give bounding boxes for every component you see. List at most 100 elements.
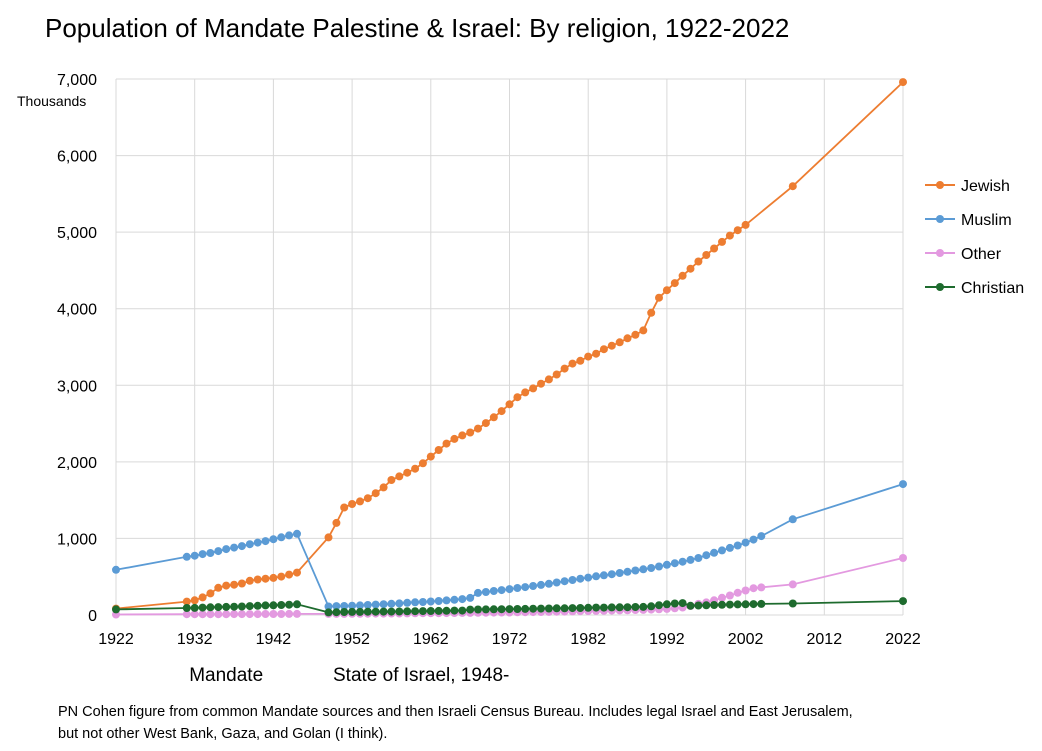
data-point-other	[757, 583, 766, 592]
data-point-other	[222, 610, 231, 619]
data-point-other	[293, 609, 301, 618]
legend-marker-other	[936, 249, 944, 257]
data-point-muslim	[214, 547, 223, 556]
data-point-muslim	[348, 601, 357, 610]
data-point-christian	[537, 604, 545, 613]
data-point-muslim	[599, 571, 608, 580]
data-point-christian	[245, 602, 254, 611]
data-point-muslim	[481, 588, 490, 596]
legend-label-other: Other	[961, 246, 1002, 263]
data-point-christian	[363, 607, 372, 616]
data-point-jewish	[458, 431, 467, 440]
y-tick-label: 2,000	[57, 455, 97, 472]
data-point-other	[190, 610, 199, 619]
data-point-christian	[269, 601, 278, 610]
data-point-other	[198, 610, 207, 619]
data-point-jewish	[615, 338, 624, 347]
data-point-christian	[615, 603, 624, 612]
data-point-muslim	[182, 552, 191, 561]
data-point-jewish	[513, 393, 522, 402]
data-point-other	[749, 584, 758, 593]
data-point-jewish	[718, 237, 726, 246]
data-point-jewish	[434, 446, 443, 454]
data-point-christian	[631, 603, 640, 611]
data-point-jewish	[411, 464, 420, 473]
legend-marker-jewish	[936, 181, 944, 189]
data-point-muslim	[269, 535, 278, 544]
note-line-1: PN Cohen figure from common Mandate sour…	[58, 704, 853, 720]
data-point-jewish	[733, 226, 742, 235]
grid	[115, 78, 904, 616]
data-point-jewish	[230, 580, 239, 589]
data-point-christian	[403, 607, 412, 616]
data-point-muslim	[285, 531, 294, 540]
data-point-christian	[497, 605, 506, 614]
data-point-muslim	[560, 577, 569, 586]
data-point-christian	[702, 601, 711, 610]
data-point-muslim	[607, 570, 616, 579]
data-point-muslim	[403, 598, 412, 607]
data-point-christian	[694, 601, 703, 610]
data-point-jewish	[670, 279, 679, 288]
data-point-muslim	[293, 529, 301, 538]
y-tick-label: 0	[88, 608, 97, 625]
data-point-christian	[442, 606, 451, 615]
data-point-christian	[623, 603, 632, 612]
data-point-muslim	[694, 554, 703, 562]
y-tick-label: 1,000	[57, 531, 97, 548]
data-point-jewish	[387, 476, 396, 484]
x-tick-label: 1982	[570, 631, 606, 648]
era-label: Mandate	[189, 665, 263, 686]
legend-label-muslim: Muslim	[961, 212, 1012, 229]
data-point-christian	[222, 602, 231, 611]
data-point-christian	[434, 606, 443, 615]
legend: Jewish Muslim Other Christian	[925, 178, 1024, 297]
data-point-muslim	[655, 562, 663, 571]
data-point-christian	[655, 601, 663, 610]
data-point-other	[718, 593, 726, 602]
data-point-jewish	[371, 489, 380, 498]
y-unit-label: Thousands	[17, 93, 86, 109]
data-point-christian	[592, 603, 601, 612]
data-point-muslim	[623, 567, 632, 576]
data-point-christian	[599, 603, 608, 612]
y-axis: 0 1,000 2,000 3,000 4,000 5,000 6,000 7,000	[57, 72, 97, 625]
data-point-jewish	[324, 533, 333, 542]
data-point-jewish	[379, 483, 388, 492]
y-tick-label: 4,000	[57, 302, 97, 319]
x-tick-label: 2002	[728, 631, 764, 648]
data-point-muslim	[702, 551, 711, 560]
data-point-christian	[741, 600, 750, 609]
data-point-jewish	[741, 220, 750, 229]
data-point-christian	[576, 604, 585, 612]
data-point-jewish	[206, 589, 215, 598]
data-point-jewish	[584, 352, 593, 361]
data-point-christian	[293, 600, 301, 609]
y-tick-label: 7,000	[57, 72, 97, 89]
data-point-muslim	[426, 597, 435, 606]
data-point-muslim	[670, 559, 679, 568]
data-point-christian	[340, 608, 349, 616]
data-point-jewish	[340, 503, 349, 512]
data-point-jewish	[678, 271, 687, 280]
data-point-muslim	[237, 542, 246, 551]
data-point-christian	[513, 605, 522, 613]
data-point-muslim	[387, 599, 396, 608]
data-point-muslim	[458, 595, 467, 604]
data-point-christian	[387, 607, 396, 616]
data-point-muslim	[450, 595, 459, 604]
data-point-christian	[371, 607, 380, 616]
data-point-other	[182, 610, 191, 619]
data-point-jewish	[655, 293, 663, 302]
data-point-muslim	[710, 548, 719, 557]
data-point-muslim	[686, 555, 695, 564]
data-point-jewish	[253, 575, 262, 584]
data-point-muslim	[662, 560, 671, 569]
data-point-christian	[749, 600, 758, 609]
data-point-other	[253, 610, 262, 619]
data-point-jewish	[466, 428, 475, 437]
data-point-jewish	[537, 379, 545, 388]
data-point-muslim	[647, 564, 656, 572]
data-point-christian	[450, 606, 459, 615]
